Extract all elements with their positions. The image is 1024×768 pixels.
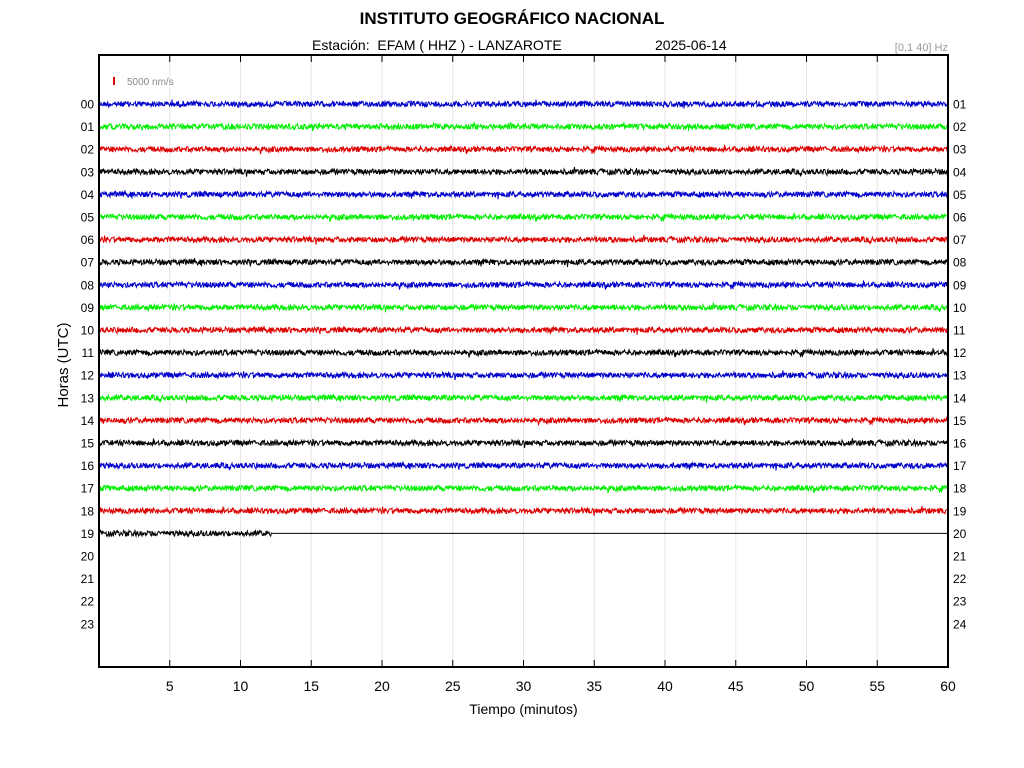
trace-hour-16 <box>98 461 949 471</box>
hour-label-right: 18 <box>953 482 967 496</box>
trace-hour-19 <box>98 528 272 538</box>
hour-label-right: 03 <box>953 143 967 157</box>
x-tick-label: 35 <box>586 678 602 694</box>
hour-label-left: 07 <box>81 256 95 270</box>
hour-label-left: 05 <box>81 211 95 225</box>
hour-label-left: 13 <box>81 391 95 405</box>
chart-title: INSTITUTO GEOGRÁFICO NACIONAL <box>359 9 665 28</box>
trace-hour-18 <box>98 505 949 516</box>
trace-hour-02 <box>98 144 949 155</box>
x-tick-label: 60 <box>940 678 956 694</box>
hour-label-left: 01 <box>81 120 95 134</box>
hour-label-left: 09 <box>81 301 95 315</box>
x-tick-label: 40 <box>657 678 673 694</box>
trace-hour-07 <box>98 257 949 268</box>
x-axis-label: Tiempo (minutos) <box>469 701 577 717</box>
x-tick-label: 10 <box>233 678 249 694</box>
hour-label-right: 24 <box>953 617 967 631</box>
hour-label-left: 15 <box>81 437 95 451</box>
hour-label-left: 19 <box>81 527 95 541</box>
hour-label-left: 04 <box>81 188 95 202</box>
hour-label-left: 23 <box>81 617 95 631</box>
hour-label-right: 14 <box>953 391 967 405</box>
x-tick-label: 45 <box>728 678 744 694</box>
hour-label-right: 19 <box>953 504 967 518</box>
hour-label-right: 22 <box>953 572 967 586</box>
hour-label-right: 10 <box>953 301 967 315</box>
x-tick-label: 15 <box>303 678 319 694</box>
trace-hour-13 <box>98 393 949 404</box>
hour-label-right: 23 <box>953 595 967 609</box>
hour-label-right: 11 <box>953 324 966 338</box>
hour-label-left: 02 <box>81 143 95 157</box>
trace-hour-00 <box>98 99 949 109</box>
station-label: Estación: EFAM ( HHZ ) - LANZAROTE <box>312 37 562 53</box>
x-tick-label: 20 <box>374 678 390 694</box>
y-axis-label: Horas (UTC) <box>55 322 72 407</box>
hour-label-left: 08 <box>81 278 95 292</box>
trace-hour-08 <box>98 280 949 290</box>
x-tick-label: 25 <box>445 678 461 694</box>
hour-label-right: 13 <box>953 369 967 383</box>
hour-label-right: 05 <box>953 188 967 202</box>
x-tick-label: 50 <box>799 678 815 694</box>
trace-hour-14 <box>98 415 949 426</box>
hour-label-left: 20 <box>81 550 95 564</box>
trace-hour-10 <box>98 325 949 336</box>
x-tick-label: 55 <box>869 678 885 694</box>
trace-hour-11 <box>98 347 949 358</box>
trace-hour-09 <box>98 302 949 313</box>
hour-label-left: 10 <box>81 324 95 338</box>
hour-label-left: 21 <box>81 572 95 586</box>
hour-label-left: 06 <box>81 233 95 247</box>
filter-band-label: [0.1 40] Hz <box>894 42 948 54</box>
hour-label-right: 21 <box>953 550 967 564</box>
hour-label-left: 17 <box>81 482 95 496</box>
trace-hour-05 <box>98 212 949 223</box>
hour-label-left: 22 <box>81 595 95 609</box>
trace-hour-01 <box>98 121 949 132</box>
hour-label-right: 02 <box>953 120 967 134</box>
hour-label-right: 12 <box>953 346 967 360</box>
trace-hour-04 <box>98 189 949 200</box>
hour-label-right: 15 <box>953 414 967 428</box>
trace-hour-15 <box>98 438 949 448</box>
trace-hour-03 <box>98 166 949 178</box>
x-tick-label: 5 <box>166 678 174 694</box>
trace-hour-06 <box>98 234 949 245</box>
hour-label-left: 14 <box>81 414 95 428</box>
hour-label-right: 09 <box>953 278 967 292</box>
hour-label-right: 08 <box>953 256 967 270</box>
hour-label-left: 12 <box>81 369 95 383</box>
hour-label-left: 18 <box>81 504 95 518</box>
hour-label-left: 16 <box>81 459 95 473</box>
hour-label-right: 17 <box>953 459 967 473</box>
trace-hour-12 <box>98 370 949 381</box>
hour-label-right: 01 <box>953 98 967 112</box>
hour-label-right: 16 <box>953 437 967 451</box>
x-tick-label: 30 <box>516 678 532 694</box>
scale-label: 5000 nm/s <box>127 77 174 88</box>
hour-label-right: 04 <box>953 165 967 179</box>
hour-label-right: 06 <box>953 211 967 225</box>
date-label: 2025-06-14 <box>655 37 727 53</box>
plot-frame <box>98 54 949 668</box>
hour-label-left: 11 <box>82 346 95 360</box>
hour-label-left: 00 <box>81 98 95 112</box>
hour-label-left: 03 <box>81 165 95 179</box>
trace-hour-17 <box>98 483 949 494</box>
hour-label-right: 20 <box>953 527 967 541</box>
hour-label-right: 07 <box>953 233 967 247</box>
